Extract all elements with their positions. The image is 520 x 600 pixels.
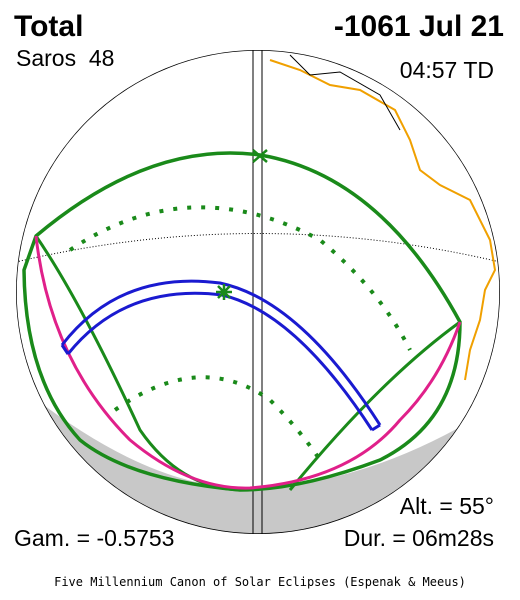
extreme-limit (34, 235, 462, 490)
footer: Five Millennium Canon of Solar Eclipses … (54, 575, 466, 589)
eclipse-type: Total (14, 10, 83, 43)
coastline (289, 54, 401, 131)
saros: Saros 48 (16, 45, 114, 71)
rise-set-curve (288, 320, 461, 491)
eclipse-time: 04:57 TD (400, 57, 494, 83)
gamma: Gam. = -0.5753 (14, 525, 174, 551)
sub-solar-marker (252, 149, 268, 163)
eclipse-date: -1061 Jul 21 (334, 10, 504, 43)
globe (16, 50, 500, 534)
coastline (269, 59, 497, 381)
duration: Dur. = 06m28s (344, 525, 494, 551)
umbra-path-edge (60, 279, 382, 426)
equator (16, 233, 500, 263)
umbra-path-end (60, 344, 381, 432)
altitude: Alt. = 55° (400, 493, 494, 519)
greatest-eclipse-marker (216, 284, 232, 300)
